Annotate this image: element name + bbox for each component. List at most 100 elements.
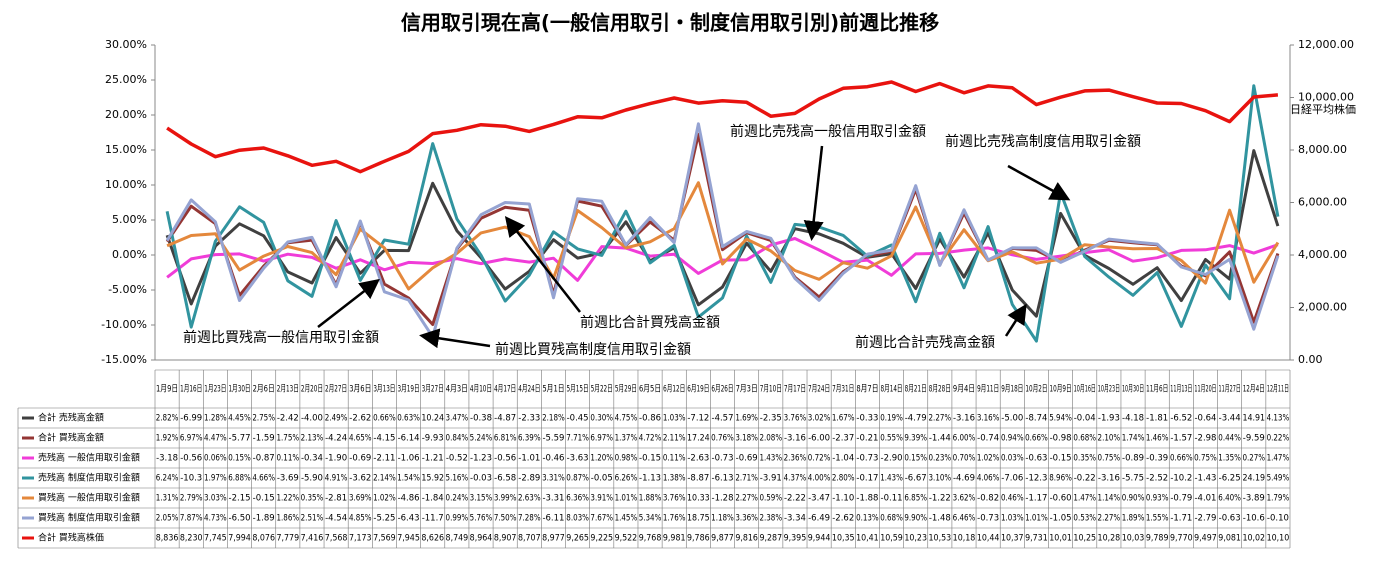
x-tick-label: 10月16日 bbox=[1074, 384, 1096, 395]
x-tick-label: 7月10日 bbox=[760, 384, 782, 395]
table-cell: -0.21 bbox=[856, 434, 878, 444]
table-cell: -2.35 bbox=[760, 414, 782, 424]
table-cell: -2.79 bbox=[1194, 514, 1216, 524]
table-cell: 0.66% bbox=[1025, 434, 1048, 444]
x-tick-label: 11月20日 bbox=[1194, 384, 1216, 395]
arrow bbox=[504, 216, 581, 313]
table-cell: 1.02% bbox=[977, 454, 1000, 464]
annotation: 前週比買残高一般信用取引金額 bbox=[183, 329, 379, 346]
table-cell: 0.11% bbox=[663, 454, 686, 464]
table-cell: -3.47 bbox=[808, 494, 830, 504]
table-cell: 10,10 bbox=[1267, 534, 1290, 544]
y2-tick-label: 0.00 bbox=[1298, 353, 1323, 366]
table-cell: -1.06 bbox=[398, 454, 420, 464]
table-cell: 6.88% bbox=[228, 474, 251, 484]
table-cell: 6.39% bbox=[518, 434, 541, 444]
table-cell: 0.75% bbox=[1194, 454, 1217, 464]
table-cell: 24.19 bbox=[1242, 474, 1265, 484]
table-cell: 7,416 bbox=[301, 534, 324, 544]
table-cell: 10,23 bbox=[904, 534, 927, 544]
y-tick-label: 10.00% bbox=[105, 178, 147, 191]
table-cell: 2.08% bbox=[759, 434, 782, 444]
y-tick-label: 15.00% bbox=[105, 143, 147, 156]
table-cell: -6.14 bbox=[398, 434, 420, 444]
table-cell: 1.89% bbox=[1122, 514, 1145, 524]
table-cell: 0.87% bbox=[566, 474, 589, 484]
table-cell: 1.22% bbox=[276, 494, 299, 504]
table-cell: -2.15 bbox=[229, 494, 251, 504]
table-cell: -2.98 bbox=[1194, 434, 1216, 444]
table-cell: 5.16% bbox=[446, 474, 469, 484]
table-cell: -2.62 bbox=[349, 414, 371, 424]
table-cell: 5.76% bbox=[470, 514, 493, 524]
table-cell: 9,265 bbox=[566, 534, 589, 544]
table-cell: 5.49% bbox=[1267, 474, 1290, 484]
table-cell: -1.10 bbox=[832, 494, 854, 504]
table-cell: 4.13% bbox=[1267, 414, 1290, 424]
arrow bbox=[419, 328, 491, 349]
y-tick-label: 30.00% bbox=[105, 38, 147, 51]
annotation: 前週比買残高制度信用取引金額 bbox=[495, 341, 691, 358]
table-cell: -1.17 bbox=[1025, 494, 1047, 504]
table-cell: 1.43% bbox=[759, 454, 782, 464]
x-tick-label: 3月6日 bbox=[349, 384, 371, 395]
table-cell: -1.84 bbox=[422, 494, 444, 504]
table-cell: 2.79% bbox=[180, 494, 203, 504]
table-cell: 2.05% bbox=[156, 514, 179, 524]
plot-area: -15.00% -10.00% -5.00% 0.00% 5.00% 10.00% 15.0… bbox=[17, 38, 1354, 549]
table-cell: -2.33 bbox=[518, 414, 540, 424]
table-cell: 1.01% bbox=[1025, 514, 1048, 524]
table-cell: -2.52 bbox=[1146, 474, 1168, 484]
table-cell: 3.16% bbox=[977, 414, 1000, 424]
legend-label: 買残高 一般信用取引金額 bbox=[38, 492, 140, 504]
table-cell: 10,01 bbox=[1049, 534, 1072, 544]
x-tick-label: 1月23日 bbox=[204, 384, 226, 395]
table-cell: 9,287 bbox=[759, 534, 782, 544]
x-tick-label: 7月3日 bbox=[736, 384, 758, 395]
table-cell: -1.81 bbox=[1146, 414, 1168, 424]
table-cell: 0.44% bbox=[1218, 434, 1241, 444]
table-cell: 1.20% bbox=[590, 454, 613, 464]
table-cell: 2.13% bbox=[301, 434, 324, 444]
table-cell: -0.56 bbox=[180, 454, 202, 464]
table-cell: -0.86 bbox=[639, 414, 661, 424]
table-cell: 1.55% bbox=[1146, 514, 1169, 524]
table-cell: 3.36% bbox=[735, 514, 758, 524]
table-cell: 1.02% bbox=[373, 494, 396, 504]
table-cell: 2.27% bbox=[929, 414, 952, 424]
table-cell: 2.49% bbox=[325, 414, 348, 424]
table-cell: -1.71 bbox=[1170, 514, 1192, 524]
table-cell: -7.12 bbox=[687, 414, 709, 424]
x-tick-label: 6月12日 bbox=[663, 384, 685, 395]
table-cell: -1.13 bbox=[639, 474, 661, 484]
annotation: 前週比合計売残高金額 bbox=[855, 334, 995, 351]
table-cell: -6.43 bbox=[398, 514, 420, 524]
x-tick-label: 4月10日 bbox=[470, 384, 492, 395]
x-tick-label: 8月7日 bbox=[856, 384, 878, 395]
y-tick-label: 0.00% bbox=[112, 248, 147, 261]
table-cell: -6.67 bbox=[905, 474, 927, 484]
table-cell: 0.11% bbox=[276, 454, 299, 464]
table-cell: 1.47% bbox=[1267, 454, 1290, 464]
x-tick-label: 2月27日 bbox=[325, 384, 347, 395]
table-cell: 9.39% bbox=[904, 434, 927, 444]
table-cell: 0.27% bbox=[1242, 454, 1265, 464]
x-tick-label: 11月27日 bbox=[1219, 384, 1241, 395]
table-cell: -2.62 bbox=[832, 514, 854, 524]
table-cell: 1.97% bbox=[204, 474, 227, 484]
table-cell: 9,789 bbox=[1146, 534, 1169, 544]
table-cell: -1.90 bbox=[325, 454, 347, 464]
table-cell: 7,569 bbox=[373, 534, 396, 544]
x-tick-label: 8月21日 bbox=[905, 384, 927, 395]
table-cell: 4.91% bbox=[325, 474, 348, 484]
table-cell: -2.37 bbox=[832, 434, 854, 444]
table-cell: -2.11 bbox=[373, 454, 395, 464]
table-cell: 7,994 bbox=[228, 534, 251, 544]
table-cell: 1.03% bbox=[1001, 514, 1024, 524]
table-cell: -1.05 bbox=[1050, 514, 1072, 524]
table-cell: -1.28 bbox=[712, 494, 734, 504]
table-cell: -2.81 bbox=[325, 494, 347, 504]
table-cell: -1.01 bbox=[518, 454, 540, 464]
table-cell: 3.76% bbox=[784, 414, 807, 424]
table-cell: -1.57 bbox=[1170, 434, 1192, 444]
